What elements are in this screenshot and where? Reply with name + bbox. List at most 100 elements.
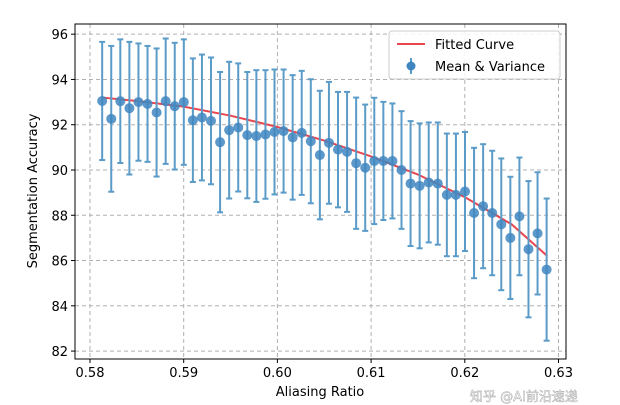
data-point <box>133 97 144 108</box>
data-point-group <box>287 74 298 201</box>
data-point-group <box>269 68 280 196</box>
data-point <box>441 189 452 200</box>
data-point <box>160 96 171 107</box>
data-point <box>514 211 525 222</box>
y-tick-label: 94 <box>51 73 68 88</box>
data-point-group <box>305 78 316 205</box>
legend-point-icon <box>406 61 416 71</box>
data-point-group <box>459 130 470 253</box>
data-point-group <box>178 38 189 166</box>
data-point-group <box>206 56 217 186</box>
data-point <box>115 96 126 107</box>
data-point-group <box>441 132 452 258</box>
data-point-group <box>296 69 307 196</box>
x-axis-label: Aliasing Ratio <box>276 385 365 400</box>
data-point-group <box>432 121 443 246</box>
data-point-group <box>378 100 389 222</box>
data-point <box>532 228 543 239</box>
data-point <box>523 244 534 255</box>
data-point <box>269 126 280 137</box>
data-point-group <box>478 143 489 270</box>
data-point <box>178 97 189 108</box>
data-point <box>342 146 353 157</box>
y-tick-label: 84 <box>51 300 68 315</box>
data-point <box>106 113 117 124</box>
data-point-group <box>387 102 398 220</box>
data-point <box>496 219 507 230</box>
data-point <box>469 208 480 219</box>
data-point-group <box>405 120 416 248</box>
data-point-group <box>532 171 543 296</box>
data-point-group <box>369 96 380 226</box>
x-tick-label: 0.62 <box>450 366 479 381</box>
y-axis-ticks: 82 84 86 88 90 92 94 96 <box>51 28 75 360</box>
data-point-group <box>496 157 507 292</box>
data-point <box>414 180 425 191</box>
data-point-group <box>142 44 153 163</box>
data-point-group <box>423 121 434 244</box>
data-point <box>124 103 135 114</box>
data-point-group <box>115 38 126 164</box>
y-tick-label: 86 <box>51 255 68 270</box>
y-tick-label: 82 <box>51 345 68 360</box>
data-point <box>314 150 325 161</box>
data-point-group <box>251 69 262 203</box>
data-point <box>196 112 207 123</box>
data-point <box>459 186 470 197</box>
data-point <box>242 130 253 141</box>
data-point-group <box>151 47 162 178</box>
data-point-group <box>187 57 198 183</box>
legend-box <box>388 30 561 80</box>
data-point <box>369 155 380 166</box>
data-point-group <box>541 197 552 342</box>
data-point <box>142 98 153 109</box>
y-tick-label: 88 <box>51 209 68 224</box>
data-point-group <box>215 70 226 214</box>
data-point <box>333 144 344 155</box>
data-point <box>360 162 371 173</box>
data-point <box>224 125 235 136</box>
data-point <box>206 115 217 126</box>
data-point-group <box>360 103 371 232</box>
data-point <box>169 101 180 112</box>
fitted-curve-layer <box>102 96 548 257</box>
legend: Fitted Curve Mean & Variance <box>388 30 561 80</box>
data-point <box>233 122 244 133</box>
data-point <box>351 158 362 169</box>
data-point <box>260 129 271 140</box>
plot-frame <box>74 23 567 360</box>
data-point-group <box>342 90 353 213</box>
data-point <box>405 178 416 189</box>
y-tick-label: 96 <box>51 28 68 43</box>
data-point-group <box>233 62 244 193</box>
data-point-group <box>196 53 207 182</box>
data-point-group <box>396 110 407 230</box>
data-point-group <box>124 40 135 176</box>
data-point <box>505 232 516 243</box>
x-tick-label: 0.58 <box>76 366 105 381</box>
data-point <box>423 177 434 188</box>
data-point-group <box>514 156 525 277</box>
data-point <box>387 155 398 166</box>
data-point-group <box>314 89 325 221</box>
data-point-group <box>487 149 498 277</box>
data-point <box>478 201 489 212</box>
errorbar-layer <box>97 37 552 342</box>
data-point <box>378 155 389 166</box>
data-point-group <box>505 175 516 301</box>
data-point-group <box>260 69 271 200</box>
data-point-group <box>469 146 480 280</box>
data-point <box>187 115 198 126</box>
x-tick-label: 0.63 <box>544 366 573 381</box>
data-point <box>296 127 307 138</box>
data-point-group <box>169 41 180 171</box>
data-point-group <box>97 40 108 162</box>
data-point-group <box>133 42 144 162</box>
data-point-group <box>242 70 253 200</box>
data-point <box>396 164 407 175</box>
legend-mean-variance: Mean & Variance <box>435 60 545 75</box>
data-point-group <box>450 132 461 258</box>
data-point-group <box>160 37 171 165</box>
y-tick-label: 90 <box>51 164 68 179</box>
